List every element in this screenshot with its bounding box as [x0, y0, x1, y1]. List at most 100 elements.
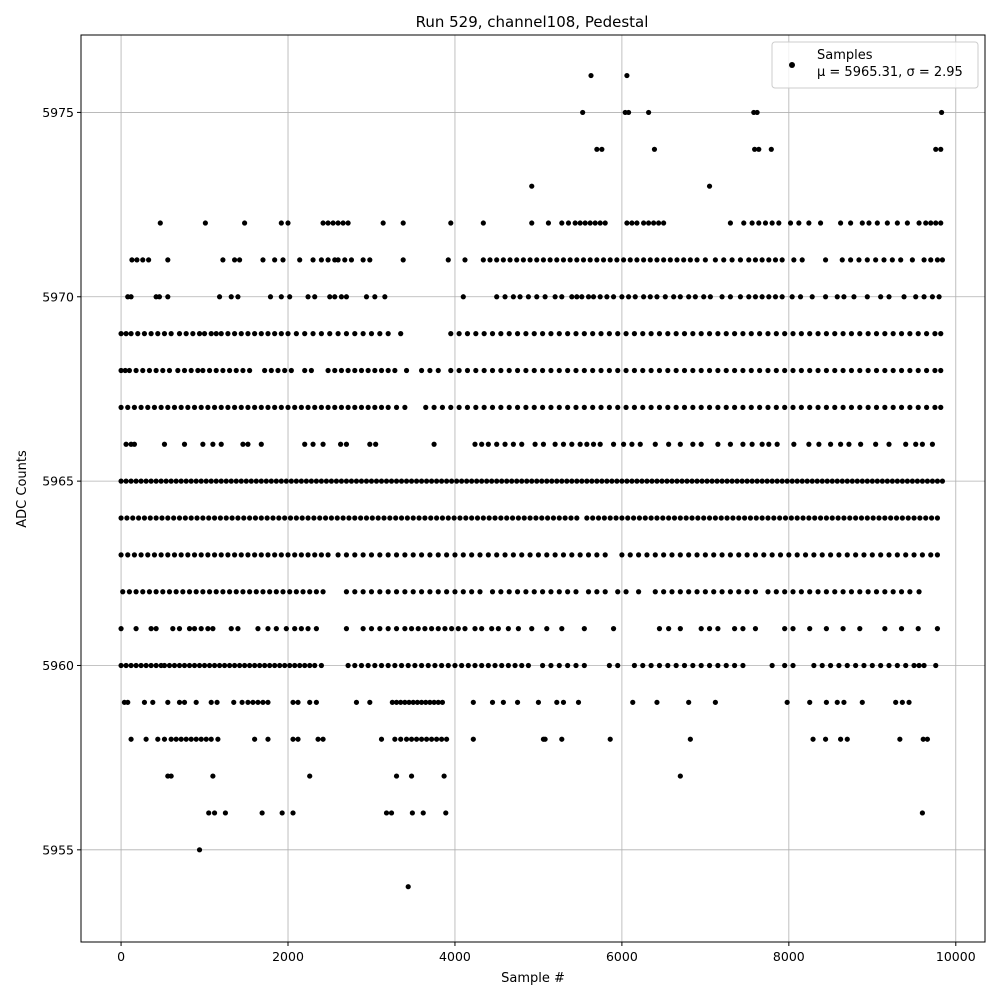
data-point	[186, 662, 193, 669]
data-point	[939, 478, 946, 484]
data-point	[876, 515, 882, 521]
data-point	[886, 552, 892, 558]
data-point	[648, 367, 654, 374]
data-point	[552, 294, 558, 300]
data-point	[911, 515, 917, 521]
data-point	[460, 552, 466, 558]
data-point	[318, 478, 324, 484]
data-point	[559, 736, 565, 742]
data-point	[835, 515, 841, 521]
data-point	[913, 294, 919, 300]
data-point	[646, 220, 652, 226]
data-point	[515, 626, 521, 632]
data-point	[890, 589, 896, 595]
data-point	[694, 552, 700, 558]
data-point	[702, 257, 708, 263]
data-point	[548, 331, 554, 337]
data-point	[486, 515, 492, 521]
data-point	[485, 441, 491, 447]
data-point	[454, 478, 460, 484]
data-point	[806, 515, 812, 521]
data-point	[519, 552, 525, 558]
data-point	[921, 294, 927, 300]
data-point	[752, 294, 759, 300]
data-point	[305, 515, 311, 521]
data-point	[343, 331, 350, 337]
data-point	[176, 515, 183, 521]
data-point	[749, 478, 755, 484]
data-point	[744, 552, 750, 558]
data-point	[853, 552, 859, 558]
data-point	[378, 367, 385, 374]
data-point	[365, 662, 371, 669]
data-point	[859, 220, 865, 226]
data-point	[143, 736, 149, 742]
data-point	[494, 257, 500, 263]
data-point	[848, 367, 855, 374]
data-point	[141, 515, 148, 521]
data-point	[903, 662, 909, 669]
data-point	[193, 589, 199, 595]
data-point	[507, 257, 513, 263]
data-point	[581, 367, 587, 374]
data-point	[418, 367, 425, 374]
data-point	[258, 331, 264, 337]
data-point	[133, 626, 139, 632]
data-point	[729, 478, 735, 484]
data-point	[320, 736, 326, 742]
data-point	[921, 257, 927, 263]
data-point	[193, 478, 199, 484]
data-point	[178, 552, 184, 558]
data-point	[186, 626, 193, 632]
data-point	[448, 220, 454, 226]
data-point	[579, 294, 585, 300]
data-point	[690, 441, 696, 447]
data-point	[677, 441, 683, 447]
data-point	[715, 662, 721, 669]
data-point	[282, 515, 288, 521]
data-point	[201, 331, 208, 337]
data-point	[667, 257, 673, 263]
data-point	[704, 478, 710, 484]
data-point	[155, 736, 161, 742]
data-point	[479, 626, 485, 632]
data-point	[402, 589, 408, 595]
data-point	[238, 552, 244, 558]
data-point	[252, 736, 258, 742]
data-point	[794, 515, 800, 521]
data-point	[367, 257, 373, 263]
data-point	[914, 478, 920, 484]
data-point	[829, 515, 835, 521]
data-point	[644, 552, 650, 558]
data-point	[343, 552, 350, 558]
data-point	[415, 626, 421, 632]
data-point	[123, 478, 129, 484]
data-point	[307, 773, 313, 779]
data-point	[445, 515, 451, 521]
data-point	[559, 220, 565, 226]
data-point	[474, 515, 481, 521]
data-point	[715, 626, 721, 632]
data-point	[267, 662, 273, 669]
data-point	[823, 515, 830, 521]
data-point	[225, 331, 231, 337]
data-point	[539, 589, 546, 595]
data-point	[393, 515, 399, 521]
data-point	[609, 478, 615, 484]
data-point	[245, 441, 251, 447]
data-point	[652, 441, 658, 447]
data-point	[273, 589, 279, 595]
data-point	[258, 478, 264, 484]
data-point	[185, 404, 191, 410]
data-point	[128, 331, 134, 337]
data-point	[836, 552, 842, 558]
data-point	[549, 478, 555, 484]
data-point	[302, 367, 308, 374]
data-point	[702, 552, 708, 558]
data-point	[839, 257, 845, 263]
data-point	[181, 699, 188, 705]
data-point	[886, 662, 892, 669]
data-point	[857, 626, 863, 632]
data-point	[746, 257, 752, 263]
data-point	[160, 589, 166, 595]
